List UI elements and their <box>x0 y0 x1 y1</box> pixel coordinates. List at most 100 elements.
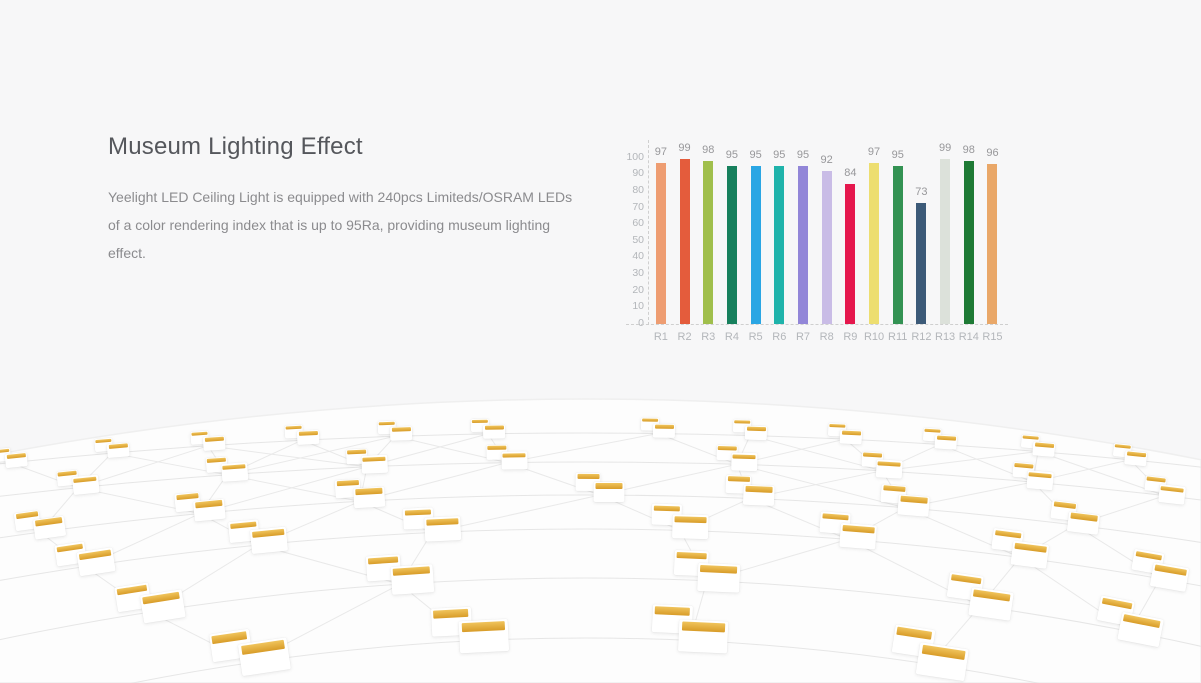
x-category-R8: R8 <box>819 331 834 343</box>
y-tick-100: 100 <box>626 150 644 163</box>
bar-value-label-R11: 95 <box>891 148 904 161</box>
led-module-box <box>1149 561 1190 592</box>
led-strip <box>734 420 750 425</box>
led-module <box>227 517 289 557</box>
led-module-box <box>249 526 289 555</box>
bar-group-R11: 95 <box>886 140 910 324</box>
led-strip <box>347 449 367 455</box>
led-strip <box>175 493 199 500</box>
led-module-box <box>742 484 775 507</box>
x-category-R9: R9 <box>843 331 858 343</box>
led-strip <box>461 621 506 632</box>
bar-R2 <box>679 159 690 324</box>
connector-wire <box>199 466 368 515</box>
led-module <box>486 444 528 469</box>
led-module <box>945 571 1016 621</box>
led-strip <box>191 431 208 436</box>
led-strip <box>484 425 504 430</box>
bar-value-label-R3: 98 <box>702 143 715 156</box>
led-strip <box>222 463 246 470</box>
bar-group-R13: 99 <box>933 140 957 324</box>
led-module-box <box>968 587 1014 621</box>
led-module <box>827 422 863 445</box>
bar-group-R14: 98 <box>957 140 981 324</box>
led-module-box <box>875 459 903 479</box>
ring-arc-3 <box>0 494 1201 543</box>
led-module-box <box>934 434 958 451</box>
x-category-R11: R11 <box>888 331 908 343</box>
led-module-box <box>730 453 758 472</box>
x-category-R7: R7 <box>795 331 810 343</box>
led-strip <box>56 542 83 553</box>
led-panel-illustration <box>0 396 1201 683</box>
led-strip <box>653 505 680 512</box>
led-module <box>725 475 775 507</box>
led-module <box>190 429 226 452</box>
led-module <box>1112 442 1148 467</box>
bar-R8 <box>821 170 832 324</box>
bar-R1 <box>655 162 666 324</box>
bar-group-R15: 96 <box>981 140 1005 324</box>
led-strip <box>822 513 849 521</box>
led-strip <box>433 609 469 619</box>
led-module-box <box>32 515 67 541</box>
led-strip <box>285 425 302 431</box>
y-tick-70: 70 <box>632 200 644 213</box>
led-module <box>209 623 291 679</box>
led-strip <box>654 425 674 430</box>
led-strip <box>142 591 181 605</box>
led-strip <box>1053 501 1077 510</box>
x-axis-line <box>626 324 1008 325</box>
led-module-box <box>202 435 226 452</box>
led-module <box>640 417 676 439</box>
bar-value-label-R10: 97 <box>867 145 881 158</box>
led-module-box <box>483 424 506 440</box>
led-strip <box>896 627 933 640</box>
led-strip <box>367 556 399 565</box>
museum-lighting-section: Museum Lighting Effect Yeelight LED Ceil… <box>108 133 588 267</box>
x-category-R15: R15 <box>982 331 1003 343</box>
led-strip <box>595 483 623 489</box>
connector-wire <box>77 445 209 489</box>
led-strip <box>1014 543 1047 554</box>
led-strip <box>682 622 726 633</box>
bar-group-R6: 95 <box>767 140 791 324</box>
connector-wire <box>881 450 1039 472</box>
bar-group-R8: 92 <box>815 140 839 324</box>
y-axis-tick-labels: 0 10 20 30 40 50 60 70 80 90 100 <box>618 140 644 329</box>
led-strip <box>727 476 751 483</box>
y-tick-40: 40 <box>632 250 644 263</box>
led-strip <box>354 488 383 496</box>
led-module <box>1049 500 1101 536</box>
led-module <box>575 472 625 503</box>
ring-arc-4 <box>0 528 1201 587</box>
bar-group-R12: 73 <box>910 140 934 324</box>
y-tick-80: 80 <box>632 183 644 196</box>
led-module-box <box>501 451 528 469</box>
led-strip <box>674 516 707 524</box>
led-module-box <box>1026 470 1054 490</box>
led-module <box>732 419 768 442</box>
led-strip <box>362 456 386 462</box>
led-strip <box>487 445 507 450</box>
led-strip <box>1135 550 1162 561</box>
led-strip <box>577 474 600 480</box>
connector-wire <box>506 432 659 464</box>
bar-group-R3: 98 <box>696 140 720 324</box>
led-strip <box>700 564 738 574</box>
led-module <box>365 552 435 596</box>
led-module-box <box>838 523 877 551</box>
led-module-box <box>744 426 768 442</box>
ring-arc-5 <box>0 577 1201 647</box>
y-tick-10: 10 <box>632 300 644 313</box>
y-axis-line <box>648 140 649 325</box>
led-module-box <box>1032 441 1056 458</box>
led-module <box>1143 474 1187 505</box>
led-strip <box>1146 476 1166 483</box>
ring-arc-6 <box>130 637 1040 683</box>
led-strip <box>378 421 395 426</box>
led-module <box>818 511 878 551</box>
led-strip <box>15 511 39 520</box>
led-strip <box>1114 443 1131 449</box>
led-strip <box>211 631 248 644</box>
